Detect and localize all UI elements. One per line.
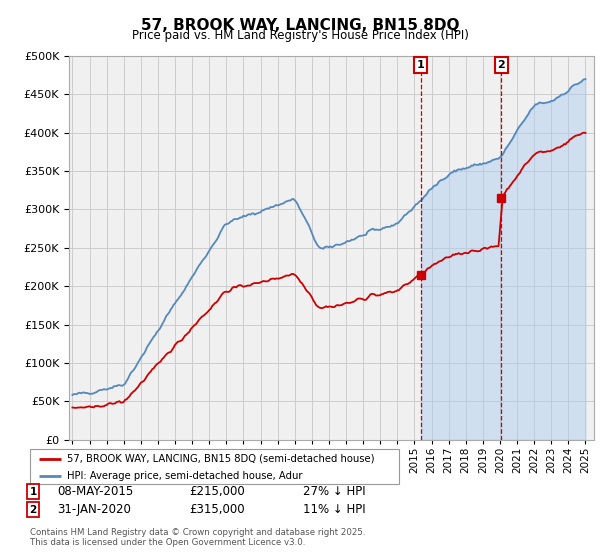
- Text: £215,000: £215,000: [189, 485, 245, 498]
- Text: 27% ↓ HPI: 27% ↓ HPI: [303, 485, 365, 498]
- Text: 1: 1: [29, 487, 37, 497]
- Text: 57, BROOK WAY, LANCING, BN15 8DQ: 57, BROOK WAY, LANCING, BN15 8DQ: [141, 18, 459, 33]
- Text: Price paid vs. HM Land Registry's House Price Index (HPI): Price paid vs. HM Land Registry's House …: [131, 29, 469, 42]
- Text: 08-MAY-2015: 08-MAY-2015: [57, 485, 133, 498]
- Text: 2: 2: [497, 60, 505, 70]
- Text: 31-JAN-2020: 31-JAN-2020: [57, 503, 131, 516]
- Text: Contains HM Land Registry data © Crown copyright and database right 2025.
This d: Contains HM Land Registry data © Crown c…: [30, 528, 365, 547]
- Text: 11% ↓ HPI: 11% ↓ HPI: [303, 503, 365, 516]
- Text: HPI: Average price, semi-detached house, Adur: HPI: Average price, semi-detached house,…: [67, 470, 302, 480]
- Text: 2: 2: [29, 505, 37, 515]
- Text: £315,000: £315,000: [189, 503, 245, 516]
- Text: 1: 1: [417, 60, 424, 70]
- FancyBboxPatch shape: [30, 449, 399, 484]
- Text: 57, BROOK WAY, LANCING, BN15 8DQ (semi-detached house): 57, BROOK WAY, LANCING, BN15 8DQ (semi-d…: [67, 454, 374, 464]
